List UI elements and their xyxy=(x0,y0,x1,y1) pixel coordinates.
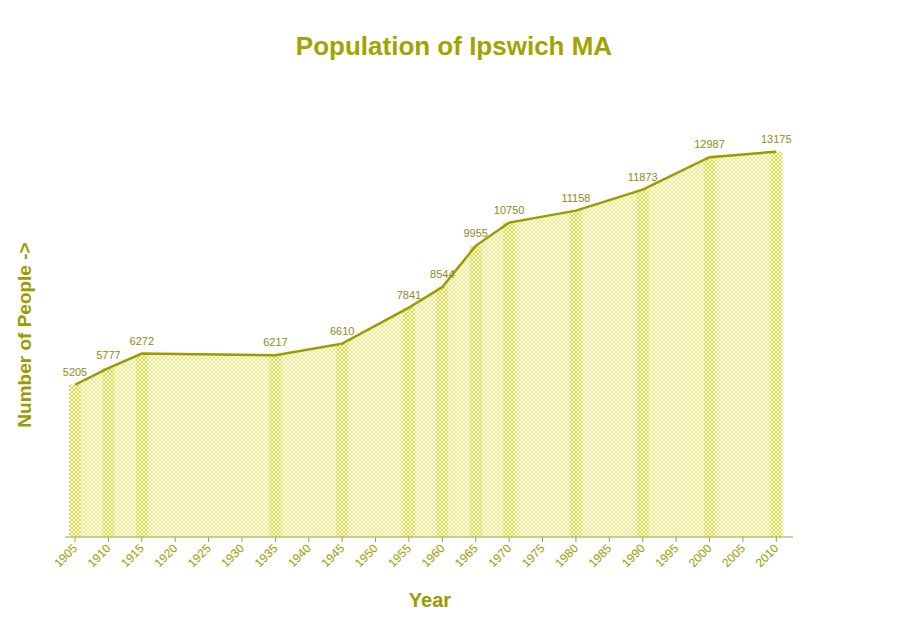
point-band xyxy=(770,152,782,537)
x-tick-label: 1930 xyxy=(218,541,247,570)
x-tick-label: 1955 xyxy=(385,541,414,570)
x-tick xyxy=(609,537,610,542)
x-tick-label: 1990 xyxy=(619,541,648,570)
x-tick-label: 1935 xyxy=(252,541,281,570)
x-tick-label: 1910 xyxy=(85,541,114,570)
data-label: 11158 xyxy=(561,192,590,204)
data-label: 10750 xyxy=(494,204,525,216)
line xyxy=(75,152,776,385)
data-label: 6217 xyxy=(263,336,287,348)
point-band xyxy=(136,354,148,537)
x-tick-label: 1925 xyxy=(185,541,214,570)
x-tick xyxy=(275,537,276,542)
point-band xyxy=(503,223,515,537)
x-tick-label: 1970 xyxy=(485,541,514,570)
x-tick xyxy=(776,537,777,542)
point-band xyxy=(436,287,448,537)
x-tick xyxy=(709,537,710,542)
x-tick-label: 1960 xyxy=(419,541,448,570)
x-tick xyxy=(241,537,242,542)
x-tick-label: 1945 xyxy=(319,541,348,570)
data-label: 9955 xyxy=(464,227,488,239)
x-tick xyxy=(108,537,109,542)
x-tick xyxy=(308,537,309,542)
x-tick xyxy=(676,537,677,542)
data-label: 7841 xyxy=(397,289,421,301)
x-tick xyxy=(475,537,476,542)
data-label: 11873 xyxy=(628,171,658,183)
x-tick xyxy=(75,537,76,542)
x-tick xyxy=(742,537,743,542)
point-band xyxy=(336,344,348,537)
point-band xyxy=(269,355,281,537)
x-axis xyxy=(65,537,793,538)
x-tick-label: 2005 xyxy=(719,541,748,570)
point-band xyxy=(403,308,415,537)
x-tick-label: 1905 xyxy=(51,541,80,570)
data-label: 6272 xyxy=(130,335,154,347)
x-tick-label: 2010 xyxy=(753,541,782,570)
data-label: 13175 xyxy=(761,133,792,145)
data-label: 12987 xyxy=(694,138,725,150)
y-axis-label: Number of People -> xyxy=(14,242,35,427)
data-label: 6610 xyxy=(330,325,354,337)
x-tick-label: 1915 xyxy=(118,541,147,570)
x-tick-label: 1950 xyxy=(352,541,381,570)
data-label: 5777 xyxy=(96,349,120,361)
x-tick-label: 1975 xyxy=(519,541,548,570)
x-tick xyxy=(208,537,209,542)
point-band xyxy=(637,190,649,537)
point-band xyxy=(69,385,81,537)
point-band xyxy=(570,211,582,537)
x-tick xyxy=(575,537,576,542)
x-tick xyxy=(542,537,543,542)
area xyxy=(75,152,776,537)
title: Population of Ipswich MA xyxy=(296,31,613,61)
data-label: 5205 xyxy=(63,366,87,378)
plot-area xyxy=(69,152,782,537)
x-tick-label: 1965 xyxy=(452,541,481,570)
x-tick xyxy=(442,537,443,542)
chart: Population of Ipswich MA Number of People… xyxy=(0,0,908,623)
x-tick xyxy=(642,537,643,542)
point-band xyxy=(470,246,482,537)
data-label: 8544 xyxy=(430,268,454,280)
x-tick xyxy=(141,537,142,542)
x-tick xyxy=(175,537,176,542)
x-tick-label: 1995 xyxy=(652,541,681,570)
point-band xyxy=(102,368,114,537)
x-tick xyxy=(509,537,510,542)
x-axis-label: Year xyxy=(409,589,451,611)
x-tick-label: 1920 xyxy=(152,541,181,570)
x-tick-label: 1985 xyxy=(586,541,615,570)
x-tick xyxy=(342,537,343,542)
x-tick-label: 1980 xyxy=(552,541,581,570)
x-tick xyxy=(375,537,376,542)
x-tick xyxy=(408,537,409,542)
point-band xyxy=(704,157,716,537)
x-tick-label: 2000 xyxy=(686,541,715,570)
x-tick-label: 1940 xyxy=(285,541,314,570)
